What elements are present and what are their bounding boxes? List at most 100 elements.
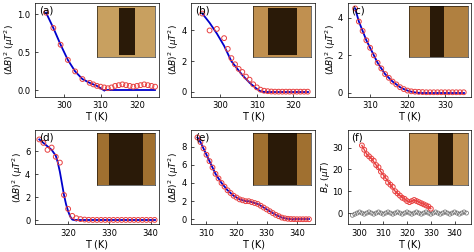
Point — [302, 217, 310, 221]
Point — [108, 85, 115, 89]
Point — [290, 90, 297, 94]
Point — [438, 90, 445, 94]
Point — [394, 192, 401, 196]
Point — [140, 82, 148, 86]
Point — [392, 82, 400, 86]
Point — [353, 211, 361, 215]
Point — [282, 90, 290, 94]
Y-axis label: $(\Delta B)^2$ $(\mu T^2)$: $(\Delta B)^2$ $(\mu T^2)$ — [3, 24, 17, 75]
Point — [380, 212, 387, 216]
Point — [52, 155, 60, 159]
Point — [382, 211, 390, 215]
Point — [463, 211, 470, 215]
Point — [81, 217, 88, 222]
Point — [359, 29, 366, 33]
Point — [118, 82, 126, 86]
Point — [242, 75, 250, 79]
Point — [374, 61, 382, 65]
Point — [42, 11, 50, 15]
Point — [448, 211, 456, 215]
Point — [104, 86, 112, 90]
Point — [254, 202, 262, 206]
Point — [361, 212, 368, 216]
Point — [147, 218, 155, 222]
Point — [389, 212, 397, 216]
Point — [356, 210, 363, 214]
Text: (a): (a) — [39, 6, 53, 16]
Point — [50, 26, 57, 30]
Point — [434, 90, 441, 94]
Point — [126, 84, 134, 88]
Point — [129, 85, 137, 89]
Point — [382, 176, 390, 180]
Point — [419, 90, 426, 94]
Point — [430, 90, 438, 94]
Point — [93, 84, 101, 88]
Point — [40, 141, 47, 145]
Point — [446, 212, 454, 216]
Point — [427, 212, 435, 216]
Point — [296, 217, 304, 221]
Point — [293, 90, 301, 94]
Point — [89, 218, 97, 222]
Point — [361, 148, 368, 152]
Point — [456, 212, 463, 216]
Point — [348, 213, 356, 217]
Point — [453, 211, 461, 215]
Point — [355, 19, 363, 23]
Point — [287, 217, 295, 221]
Point — [213, 27, 220, 31]
Point — [413, 199, 420, 203]
Point — [415, 90, 423, 94]
Text: (d): (d) — [39, 133, 54, 143]
Point — [370, 159, 378, 163]
Point — [85, 218, 92, 222]
Point — [118, 218, 126, 222]
Point — [439, 211, 447, 215]
Point — [434, 211, 442, 215]
Point — [363, 211, 371, 215]
Point — [415, 200, 423, 204]
Point — [278, 215, 286, 219]
Point — [281, 216, 289, 220]
X-axis label: T (K): T (K) — [242, 112, 264, 122]
Point — [64, 207, 72, 211]
Point — [399, 212, 406, 216]
Point — [212, 172, 219, 176]
Text: (b): (b) — [195, 6, 210, 16]
Point — [144, 83, 152, 87]
Point — [206, 28, 213, 33]
Point — [48, 145, 55, 149]
Point — [263, 207, 271, 211]
Point — [235, 67, 242, 71]
Point — [370, 53, 378, 57]
Point — [86, 81, 93, 85]
Point — [264, 89, 272, 93]
Point — [56, 161, 64, 165]
Point — [133, 84, 141, 88]
Point — [249, 82, 257, 86]
Point — [64, 58, 72, 62]
Point — [194, 135, 201, 139]
Point — [271, 90, 279, 94]
Point — [111, 84, 119, 88]
Point — [126, 218, 134, 222]
Point — [385, 76, 392, 80]
Point — [143, 218, 150, 222]
Point — [406, 211, 413, 215]
Point — [79, 77, 86, 81]
Point — [238, 70, 246, 74]
Point — [387, 211, 394, 215]
Point — [224, 188, 231, 192]
Point — [415, 211, 423, 215]
Point — [425, 211, 432, 215]
Point — [368, 156, 375, 161]
Point — [101, 218, 109, 222]
Point — [275, 90, 283, 94]
Point — [90, 82, 97, 86]
Point — [275, 214, 283, 218]
Point — [408, 212, 416, 216]
Point — [420, 202, 428, 206]
Point — [429, 211, 437, 215]
Text: (e): (e) — [195, 133, 210, 143]
